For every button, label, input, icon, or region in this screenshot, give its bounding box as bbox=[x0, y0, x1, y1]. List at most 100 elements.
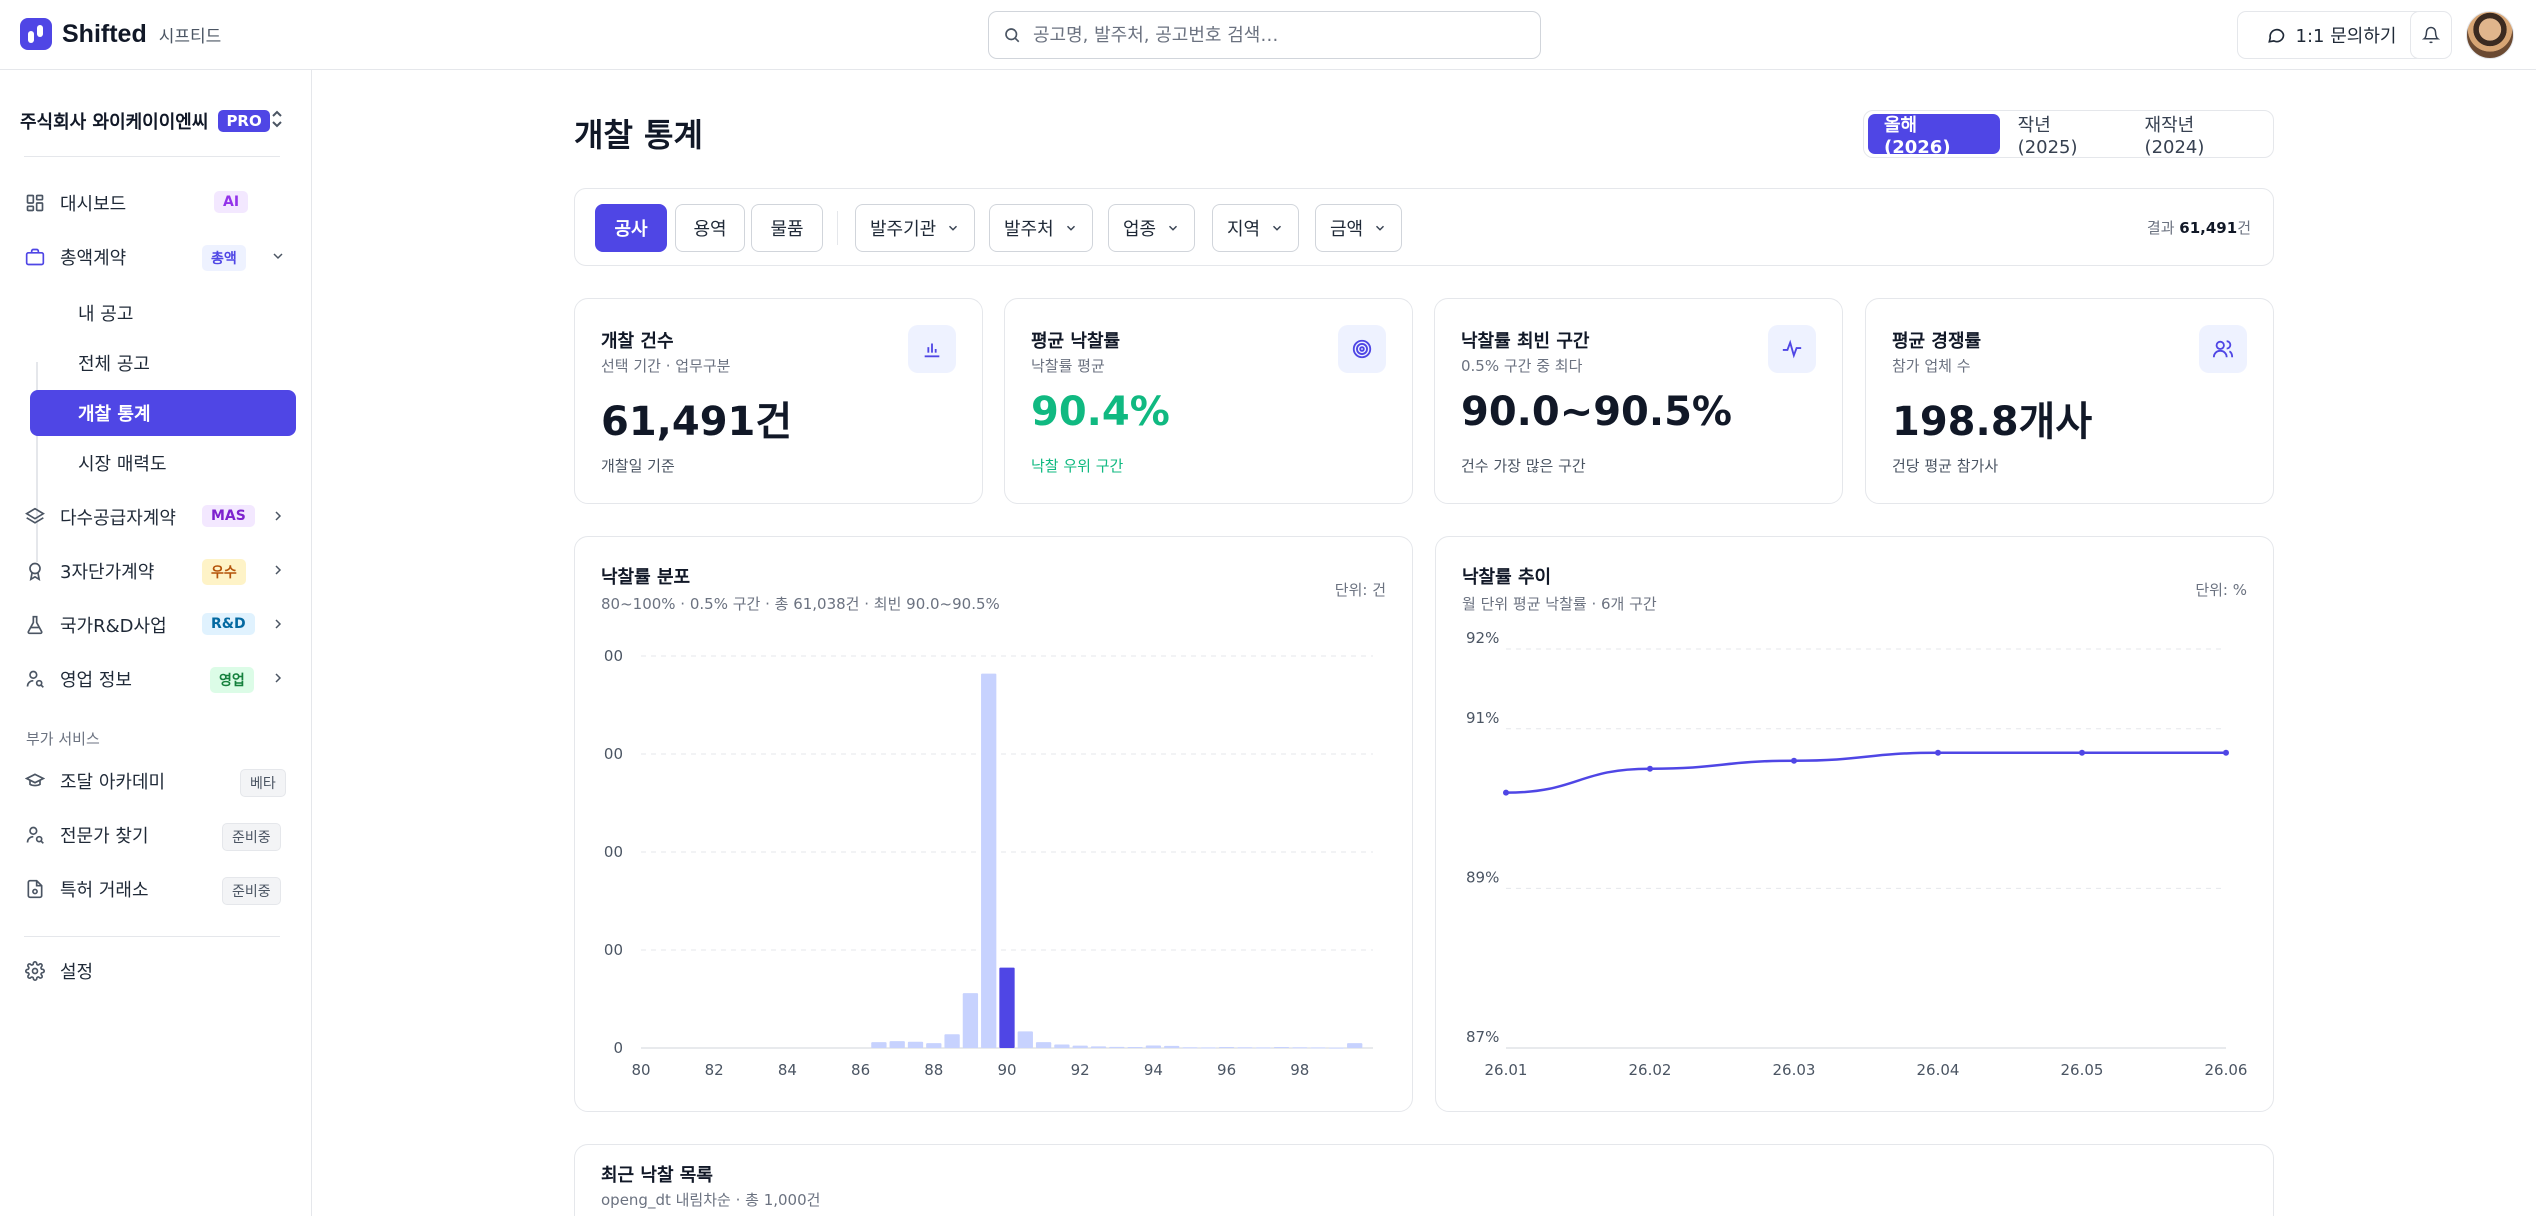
patent-icon bbox=[24, 878, 46, 900]
filter-label: 금액 bbox=[1330, 219, 1364, 240]
chat-bubble-icon bbox=[2267, 28, 2284, 43]
x-tick-label: 96 bbox=[1217, 1061, 1236, 1079]
submenu-guide-line bbox=[36, 362, 38, 562]
stat-title: 평균 경쟁률 bbox=[1892, 331, 1982, 352]
x-tick-label: 84 bbox=[778, 1061, 797, 1079]
histogram-bar bbox=[1347, 1043, 1363, 1048]
nav-item-third-party-unit-price[interactable]: 3자단가계약 우수 bbox=[24, 548, 288, 594]
nav-label: 설정 bbox=[60, 962, 94, 983]
user-search-icon bbox=[24, 668, 46, 690]
nav-item-sales-info[interactable]: 영업 정보 영업 bbox=[24, 656, 288, 702]
nav-item-lump-sum[interactable]: 총액계약 총액 bbox=[24, 234, 288, 280]
y-tick-label: 00 bbox=[604, 647, 623, 665]
nav-label: 특허 거래소 bbox=[60, 880, 149, 901]
brand-logo[interactable]: Shifted 시프티드 bbox=[20, 18, 221, 50]
stat-title: 개찰 건수 bbox=[601, 331, 674, 352]
nav-item-national-rnd[interactable]: 국가R&D사업 R&D bbox=[24, 602, 288, 648]
segment-goods[interactable]: 물품 bbox=[751, 204, 823, 252]
filter-region[interactable]: 지역 bbox=[1212, 204, 1300, 252]
y-tick-label: 89% bbox=[1466, 868, 1499, 886]
histogram-bar bbox=[981, 673, 997, 1048]
nav-label: 조달 아카데미 bbox=[60, 772, 166, 793]
filter-label: 발주처 bbox=[1004, 219, 1054, 240]
histogram-bar bbox=[944, 1034, 960, 1048]
chart-subtitle: 월 단위 평균 낙찰률 · 6개 구간 bbox=[1462, 595, 1657, 613]
data-point bbox=[2223, 749, 2229, 756]
plan-badge: PRO bbox=[218, 110, 270, 132]
stat-footnote: 낙찰 우위 구간 bbox=[1031, 457, 1124, 475]
stat-value: 90.0~90.5% bbox=[1461, 389, 1732, 435]
stat-card-avg-win-rate: 평균 낙찰률 낙찰률 평균 90.4% 낙찰 우위 구간 bbox=[1004, 298, 1413, 504]
segment-service[interactable]: 용역 bbox=[675, 204, 745, 252]
notification-button[interactable] bbox=[2410, 11, 2452, 59]
filter-amount[interactable]: 금액 bbox=[1315, 204, 1403, 252]
stat-card-mode-range: 낙찰률 최빈 구간 0.5% 구간 중 최다 90.0~90.5% 건수 가장 … bbox=[1434, 298, 1843, 504]
histogram-bar bbox=[1054, 1044, 1070, 1048]
nav-item-dashboard[interactable]: 대시보드 AI bbox=[24, 180, 288, 226]
result-prefix: 결과 bbox=[2146, 219, 2175, 237]
nav-item-find-expert[interactable]: 전문가 찾기 준비중 bbox=[24, 812, 288, 858]
tab-this-year[interactable]: 올해 (2026) bbox=[1868, 114, 2000, 158]
stat-subtitle: 선택 기간 · 업무구분 bbox=[601, 357, 731, 375]
chevron-up-down-icon[interactable] bbox=[270, 108, 284, 130]
nav-label: 영업 정보 bbox=[60, 670, 132, 691]
chart-unit: 단위: % bbox=[2195, 581, 2247, 599]
company-switcher[interactable]: 주식회사 와이케이이엔씨 PRO bbox=[20, 108, 270, 134]
chart-title: 낙찰률 추이 bbox=[1462, 567, 1552, 588]
filter-label: 발주기관 bbox=[870, 219, 937, 240]
activity-icon bbox=[1768, 325, 1816, 373]
data-point bbox=[1935, 749, 1941, 756]
histogram-bar bbox=[1145, 1045, 1162, 1048]
sub-item-all-notices[interactable]: 전체 공고 bbox=[78, 354, 150, 375]
coming-soon-badge: 준비중 bbox=[222, 877, 281, 905]
histogram-bar bbox=[889, 1041, 905, 1048]
sub-item-bid-stats[interactable]: 개찰 통계 bbox=[30, 390, 296, 436]
sidebar-divider bbox=[24, 936, 280, 937]
user-avatar[interactable] bbox=[2466, 11, 2514, 59]
tab-two-years-ago[interactable]: 재작년 (2024) bbox=[2144, 114, 2205, 158]
stat-value: 198.8개사 bbox=[1892, 399, 2093, 445]
chevron-down-icon bbox=[1169, 225, 1178, 231]
histogram-bar bbox=[1328, 1047, 1345, 1049]
inquiry-button[interactable]: 1:1 문의하기 bbox=[2237, 11, 2425, 59]
mode-bar bbox=[999, 967, 1015, 1048]
nav-item-patent-exchange[interactable]: 특허 거래소 준비중 bbox=[24, 866, 288, 912]
tab-last-year[interactable]: 작년 (2025) bbox=[2017, 114, 2078, 158]
histogram-bar bbox=[1237, 1047, 1253, 1049]
sub-item-market-attractiveness[interactable]: 시장 매력도 bbox=[78, 454, 167, 475]
nav-item-settings[interactable]: 설정 bbox=[24, 948, 288, 994]
histogram-bar bbox=[1218, 1047, 1235, 1049]
result-count: 결과 61,491건 bbox=[2147, 217, 2251, 238]
win-rate-distribution-card: 낙찰률 분포 80~100% · 0.5% 구간 · 총 61,038건 · 최… bbox=[574, 536, 1413, 1112]
flask-icon bbox=[24, 614, 46, 636]
segment-construction[interactable]: 공사 bbox=[595, 204, 667, 252]
chart-title: 낙찰률 분포 bbox=[601, 567, 691, 588]
chevron-down-icon bbox=[949, 225, 958, 231]
shifted-logo-icon bbox=[20, 18, 52, 50]
histogram-bar bbox=[926, 1043, 942, 1048]
x-tick-label: 26.04 bbox=[1917, 1061, 1960, 1079]
nav-label: 국가R&D사업 bbox=[60, 616, 167, 637]
nav-item-academy[interactable]: 조달 아카데미 베타 bbox=[24, 758, 288, 804]
filter-label: 지역 bbox=[1227, 219, 1261, 240]
filter-industry[interactable]: 업종 bbox=[1108, 204, 1196, 252]
search-input[interactable] bbox=[1033, 24, 1513, 46]
histogram-bar bbox=[1127, 1047, 1143, 1049]
search-box[interactable] bbox=[988, 11, 1541, 59]
filter-ordering-agency[interactable]: 발주기관 bbox=[855, 204, 976, 252]
y-tick-label: 0 bbox=[613, 1039, 623, 1057]
rnd-badge: R&D bbox=[202, 613, 255, 635]
chevron-down-icon bbox=[273, 253, 283, 260]
histogram-bar bbox=[1109, 1046, 1125, 1048]
bar-chart-icon bbox=[908, 325, 956, 373]
recent-awards-card: 최근 낙찰 목록 openg_dt 내림차순 · 총 1,000건 bbox=[574, 1144, 2274, 1216]
sub-item-my-notices[interactable]: 내 공고 bbox=[78, 304, 134, 325]
nav-item-mas[interactable]: 다수공급자계약 MAS bbox=[24, 494, 288, 540]
gear-icon bbox=[24, 960, 46, 982]
filter-bar: 공사 용역 물품 발주기관 발주처 업종 지역 금액 결과 61,491건 bbox=[574, 188, 2274, 266]
filter-client[interactable]: 발주처 bbox=[989, 204, 1093, 252]
sidebar: 주식회사 와이케이이엔씨 PRO 대시보드 AI 총액계약 총액 내 공고 전체… bbox=[0, 70, 312, 1216]
y-tick-label: 91% bbox=[1466, 709, 1499, 727]
x-tick-label: 26.06 bbox=[2205, 1061, 2248, 1079]
